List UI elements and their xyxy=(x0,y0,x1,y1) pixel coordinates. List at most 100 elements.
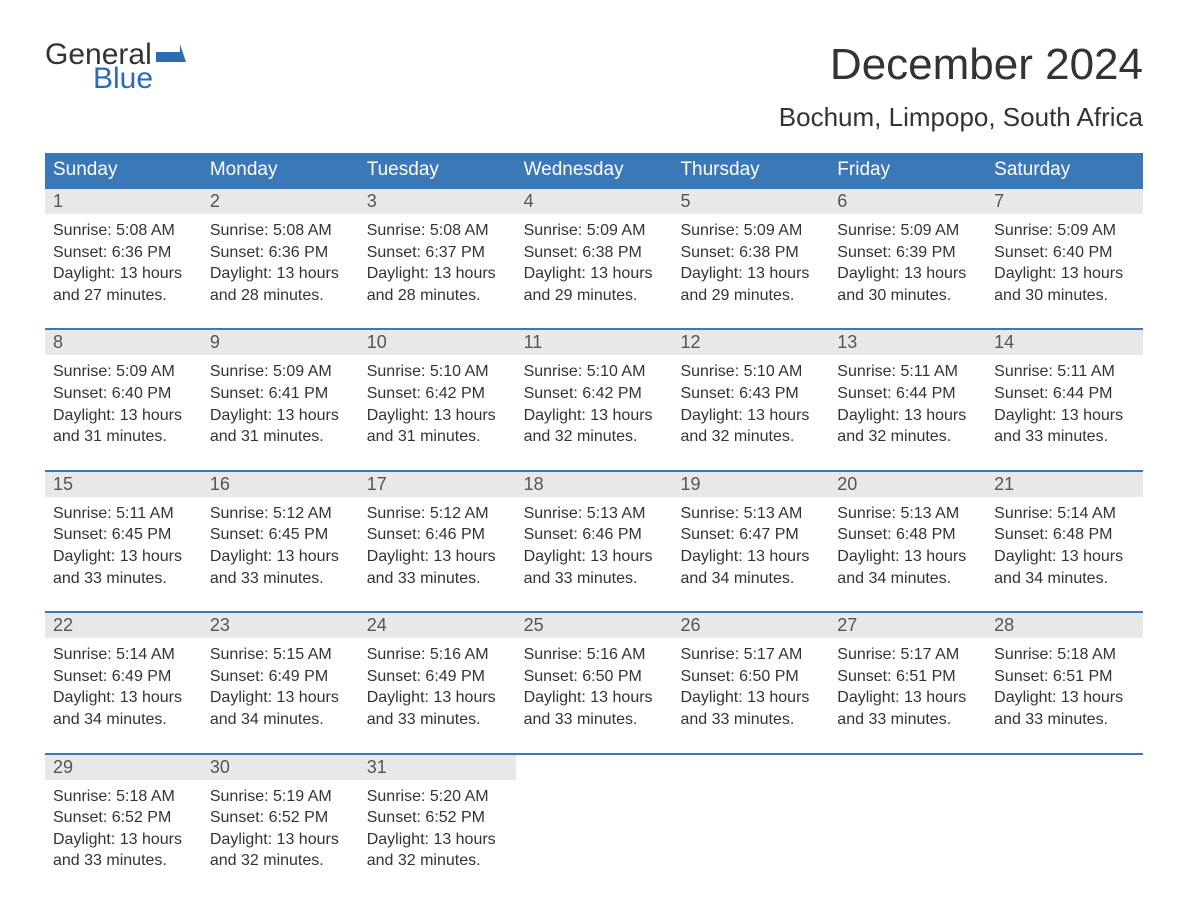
day-cell: 30Sunrise: 5:19 AMSunset: 6:52 PMDayligh… xyxy=(202,755,359,878)
day-number: 20 xyxy=(829,472,986,497)
day-number: 19 xyxy=(672,472,829,497)
day-info-line: Daylight: 13 hours xyxy=(524,405,665,427)
day-number: 30 xyxy=(202,755,359,780)
day-content: Sunrise: 5:13 AMSunset: 6:47 PMDaylight:… xyxy=(672,497,829,595)
day-info-line: and 28 minutes. xyxy=(367,285,508,307)
day-info-line: and 31 minutes. xyxy=(53,426,194,448)
day-info-line: and 34 minutes. xyxy=(994,568,1135,590)
day-content: Sunrise: 5:09 AMSunset: 6:39 PMDaylight:… xyxy=(829,214,986,312)
day-info-line: Sunset: 6:52 PM xyxy=(53,807,194,829)
day-info-line: Sunrise: 5:09 AM xyxy=(53,361,194,383)
day-cell: 10Sunrise: 5:10 AMSunset: 6:42 PMDayligh… xyxy=(359,330,516,453)
day-cell: 3Sunrise: 5:08 AMSunset: 6:37 PMDaylight… xyxy=(359,189,516,312)
day-info-line: and 34 minutes. xyxy=(680,568,821,590)
day-content: Sunrise: 5:12 AMSunset: 6:46 PMDaylight:… xyxy=(359,497,516,595)
day-number xyxy=(516,755,673,759)
day-cell: 23Sunrise: 5:15 AMSunset: 6:49 PMDayligh… xyxy=(202,613,359,736)
day-cell: 14Sunrise: 5:11 AMSunset: 6:44 PMDayligh… xyxy=(986,330,1143,453)
day-info-line: Sunset: 6:49 PM xyxy=(53,666,194,688)
day-cell: 28Sunrise: 5:18 AMSunset: 6:51 PMDayligh… xyxy=(986,613,1143,736)
day-info-line: Sunrise: 5:17 AM xyxy=(680,644,821,666)
day-info-line: and 33 minutes. xyxy=(53,568,194,590)
day-content: Sunrise: 5:10 AMSunset: 6:42 PMDaylight:… xyxy=(516,355,673,453)
day-content: Sunrise: 5:17 AMSunset: 6:51 PMDaylight:… xyxy=(829,638,986,736)
day-info-line: Sunset: 6:50 PM xyxy=(680,666,821,688)
day-cell: 4Sunrise: 5:09 AMSunset: 6:38 PMDaylight… xyxy=(516,189,673,312)
day-header: Thursday xyxy=(672,153,829,187)
day-number: 1 xyxy=(45,189,202,214)
day-info-line: Sunrise: 5:12 AM xyxy=(210,503,351,525)
day-number: 31 xyxy=(359,755,516,780)
title-block: December 2024 Bochum, Limpopo, South Afr… xyxy=(779,40,1143,133)
day-number: 18 xyxy=(516,472,673,497)
day-info-line: Daylight: 13 hours xyxy=(367,546,508,568)
day-info-line: Sunset: 6:50 PM xyxy=(524,666,665,688)
day-info-line: Sunrise: 5:14 AM xyxy=(994,503,1135,525)
day-info-line: Daylight: 13 hours xyxy=(837,263,978,285)
day-info-line: Sunset: 6:40 PM xyxy=(53,383,194,405)
day-info-line: Daylight: 13 hours xyxy=(680,546,821,568)
day-info-line: Daylight: 13 hours xyxy=(210,687,351,709)
day-info-line: and 31 minutes. xyxy=(367,426,508,448)
day-info-line: and 33 minutes. xyxy=(53,850,194,872)
calendar: SundayMondayTuesdayWednesdayThursdayFrid… xyxy=(45,153,1143,878)
day-info-line: Sunset: 6:43 PM xyxy=(680,383,821,405)
week-row: 15Sunrise: 5:11 AMSunset: 6:45 PMDayligh… xyxy=(45,470,1143,595)
day-cell xyxy=(829,755,986,878)
logo: General Blue xyxy=(45,40,186,94)
day-info-line: Sunset: 6:45 PM xyxy=(210,524,351,546)
day-cell: 1Sunrise: 5:08 AMSunset: 6:36 PMDaylight… xyxy=(45,189,202,312)
day-content: Sunrise: 5:08 AMSunset: 6:37 PMDaylight:… xyxy=(359,214,516,312)
day-info-line: Sunrise: 5:08 AM xyxy=(53,220,194,242)
day-number: 4 xyxy=(516,189,673,214)
day-info-line: Daylight: 13 hours xyxy=(210,829,351,851)
day-header: Monday xyxy=(202,153,359,187)
day-info-line: Sunset: 6:51 PM xyxy=(994,666,1135,688)
day-info-line: Daylight: 13 hours xyxy=(53,829,194,851)
day-info-line: and 29 minutes. xyxy=(680,285,821,307)
day-info-line: Sunrise: 5:20 AM xyxy=(367,786,508,808)
day-info-line: Sunset: 6:37 PM xyxy=(367,242,508,264)
day-info-line: and 33 minutes. xyxy=(367,568,508,590)
day-info-line: Daylight: 13 hours xyxy=(524,687,665,709)
day-info-line: Sunset: 6:52 PM xyxy=(210,807,351,829)
day-info-line: Daylight: 13 hours xyxy=(367,263,508,285)
day-info-line: Daylight: 13 hours xyxy=(53,687,194,709)
day-info-line: Daylight: 13 hours xyxy=(367,405,508,427)
day-content: Sunrise: 5:11 AMSunset: 6:44 PMDaylight:… xyxy=(829,355,986,453)
day-info-line: and 30 minutes. xyxy=(994,285,1135,307)
day-number: 26 xyxy=(672,613,829,638)
day-content: Sunrise: 5:10 AMSunset: 6:43 PMDaylight:… xyxy=(672,355,829,453)
day-cell xyxy=(672,755,829,878)
day-info-line: Sunset: 6:38 PM xyxy=(680,242,821,264)
week-row: 22Sunrise: 5:14 AMSunset: 6:49 PMDayligh… xyxy=(45,611,1143,736)
day-info-line: Sunset: 6:47 PM xyxy=(680,524,821,546)
day-header: Tuesday xyxy=(359,153,516,187)
day-number: 10 xyxy=(359,330,516,355)
day-info-line: Sunrise: 5:09 AM xyxy=(837,220,978,242)
day-content: Sunrise: 5:10 AMSunset: 6:42 PMDaylight:… xyxy=(359,355,516,453)
day-info-line: and 32 minutes. xyxy=(210,850,351,872)
day-info-line: Daylight: 13 hours xyxy=(210,546,351,568)
day-cell xyxy=(986,755,1143,878)
month-title: December 2024 xyxy=(779,40,1143,90)
week-row: 8Sunrise: 5:09 AMSunset: 6:40 PMDaylight… xyxy=(45,328,1143,453)
day-header: Wednesday xyxy=(516,153,673,187)
day-cell: 21Sunrise: 5:14 AMSunset: 6:48 PMDayligh… xyxy=(986,472,1143,595)
day-info-line: Sunrise: 5:10 AM xyxy=(680,361,821,383)
day-info-line: Sunset: 6:36 PM xyxy=(53,242,194,264)
day-info-line: and 30 minutes. xyxy=(837,285,978,307)
day-cell: 20Sunrise: 5:13 AMSunset: 6:48 PMDayligh… xyxy=(829,472,986,595)
day-info-line: Sunrise: 5:18 AM xyxy=(53,786,194,808)
day-number: 23 xyxy=(202,613,359,638)
day-info-line: Sunrise: 5:08 AM xyxy=(210,220,351,242)
day-info-line: Sunrise: 5:09 AM xyxy=(210,361,351,383)
day-info-line: Daylight: 13 hours xyxy=(367,829,508,851)
day-number: 2 xyxy=(202,189,359,214)
day-info-line: Daylight: 13 hours xyxy=(994,405,1135,427)
day-number: 5 xyxy=(672,189,829,214)
day-info-line: Sunset: 6:44 PM xyxy=(994,383,1135,405)
day-content: Sunrise: 5:20 AMSunset: 6:52 PMDaylight:… xyxy=(359,780,516,878)
day-cell: 24Sunrise: 5:16 AMSunset: 6:49 PMDayligh… xyxy=(359,613,516,736)
day-info-line: Daylight: 13 hours xyxy=(524,263,665,285)
